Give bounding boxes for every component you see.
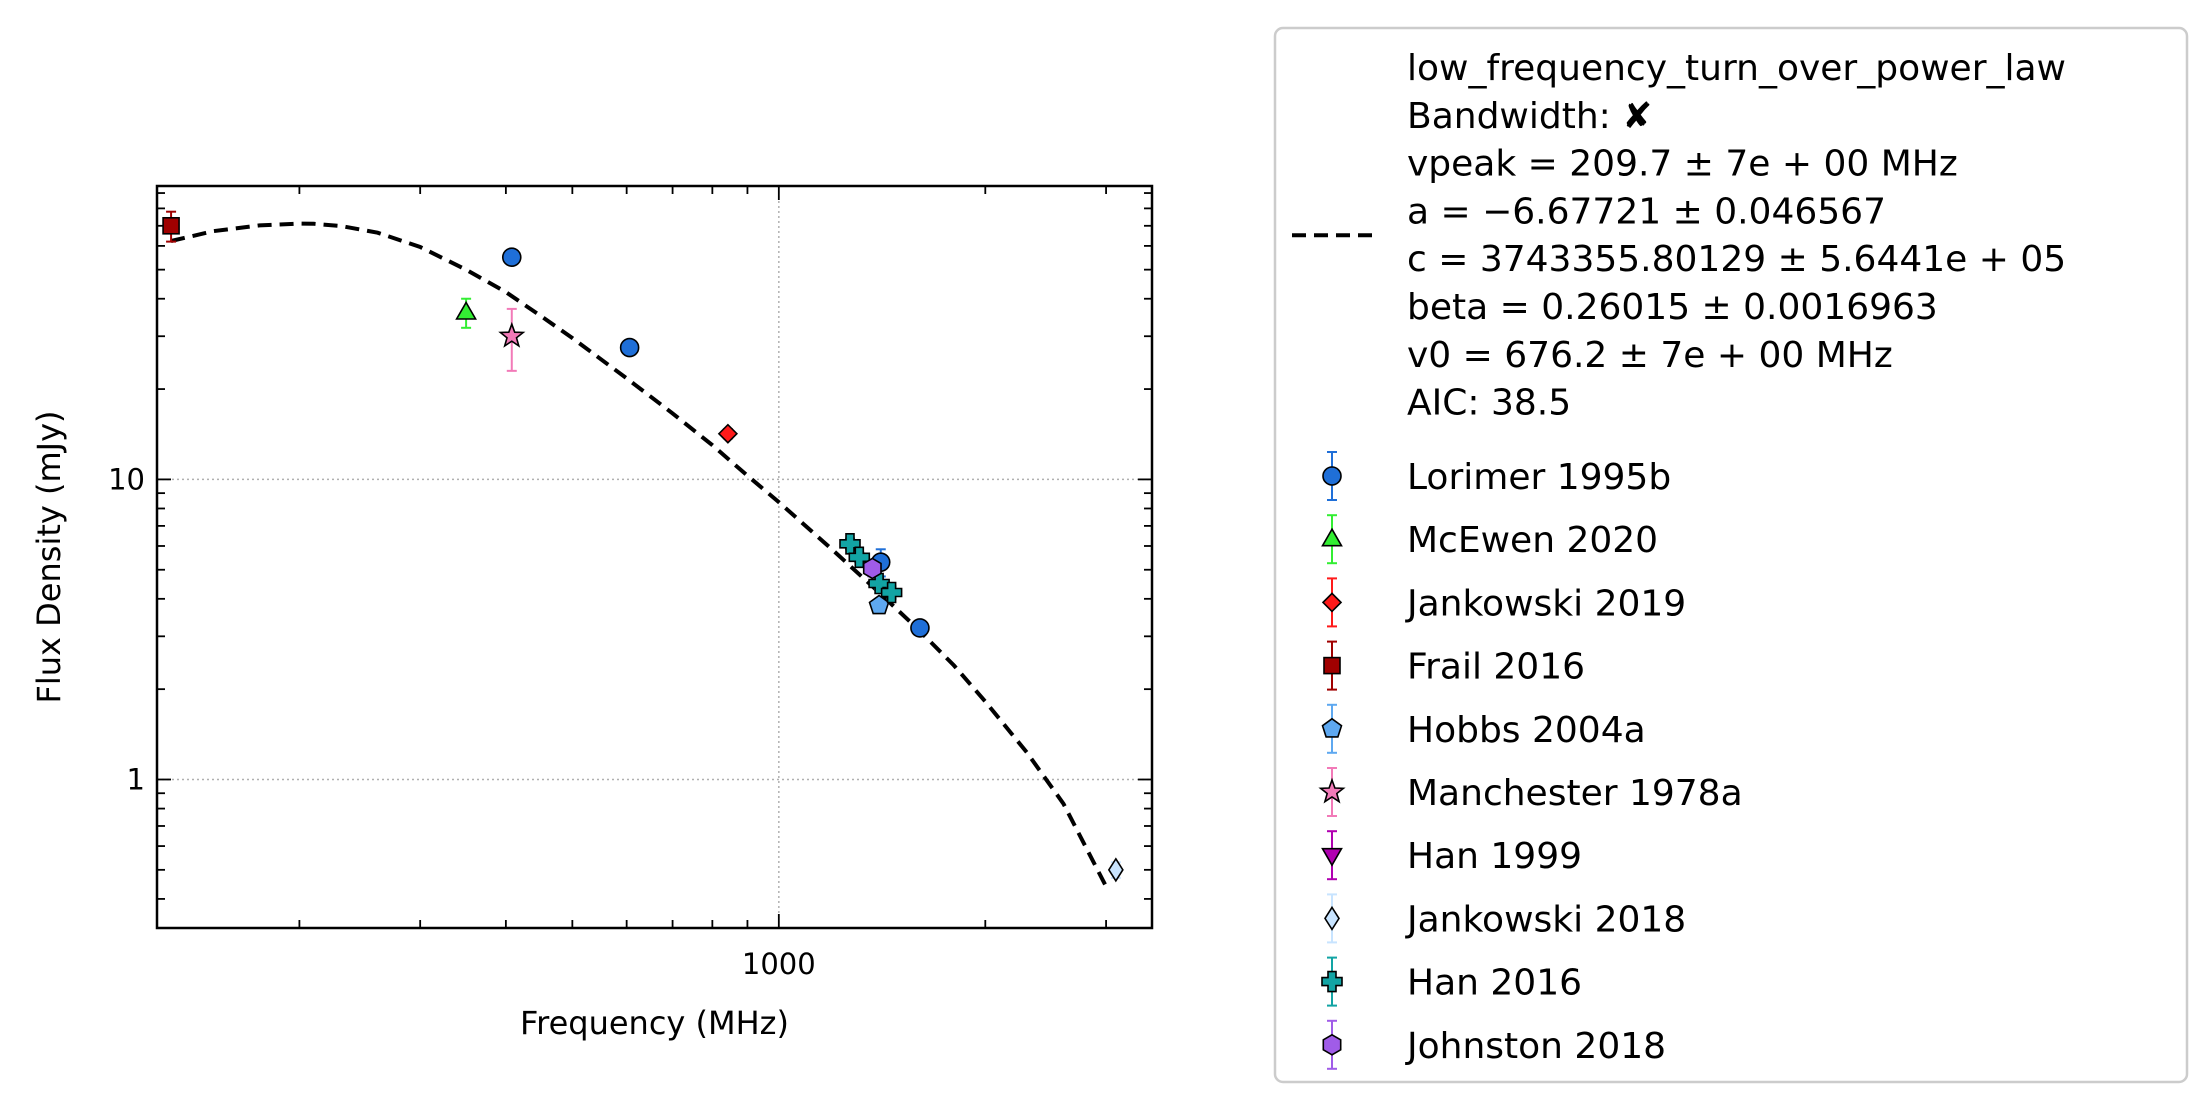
legend-entry-jankowski-2019: Jankowski 2019 xyxy=(1321,577,1686,628)
series-han-2016 xyxy=(839,532,903,604)
plot-frame xyxy=(155,184,1154,930)
legend-label: Jankowski 2018 xyxy=(1405,899,1686,940)
legend-marker xyxy=(1318,777,1346,804)
data-point xyxy=(498,321,526,348)
legend-entry-han-1999: Han 1999 xyxy=(1321,830,1582,881)
legend-entry-jankowski-2018: Jankowski 2018 xyxy=(1324,893,1686,944)
legend-label: Jankowski 2019 xyxy=(1405,583,1686,624)
tick-labels: 1000 1 10 xyxy=(108,462,816,981)
legend-entry-hobbs-2004a: Hobbs 2004a xyxy=(1321,703,1646,754)
legend-box xyxy=(1273,26,2189,1084)
fit-curve-layer xyxy=(170,221,1108,888)
x-axis-label: Frequency (MHz) xyxy=(520,1004,789,1042)
series-jankowski-2018 xyxy=(1107,857,1124,883)
legend-marker xyxy=(1322,466,1342,486)
data-point xyxy=(455,300,477,320)
legend-label: Manchester 1978a xyxy=(1407,773,1743,814)
legend-fit-line: vpeak = 209.7 ± 7e + 00 MHz xyxy=(1407,144,1958,185)
legend-label: Hobbs 2004a xyxy=(1407,710,1646,751)
plot-area: 1000 1 10 Frequency (MHz) Flux Density (mJ… xyxy=(30,184,1154,1042)
series-manchester-1978a xyxy=(498,307,526,372)
legend-marker xyxy=(1323,656,1341,675)
legend-label: McEwen 2020 xyxy=(1407,520,1658,561)
y-axis-label: Flux Density (mJy) xyxy=(30,410,68,703)
legend-marker xyxy=(1321,970,1343,993)
x-tick-label: 1000 xyxy=(742,947,816,981)
legend-entry-lorimer-1995b: Lorimer 1995b xyxy=(1322,451,1671,501)
legend-label: Han 1999 xyxy=(1407,836,1582,877)
legend-label: Johnston 2018 xyxy=(1405,1026,1666,1067)
legend-fit-line: Bandwidth: ✘ xyxy=(1407,96,1652,137)
legend-entry-mcewen-2020: McEwen 2020 xyxy=(1321,514,1658,565)
data-points-layer xyxy=(162,210,1124,883)
data-point xyxy=(1107,857,1124,883)
legend-label: Lorimer 1995b xyxy=(1407,457,1671,498)
y-tick-label: 10 xyxy=(108,462,145,496)
minor-ticks xyxy=(157,186,1152,928)
legend-fit-line: low_frequency_turn_over_power_law xyxy=(1407,48,2066,89)
legend-label: Frail 2016 xyxy=(1407,647,1585,688)
series-mcewen-2020 xyxy=(455,297,477,329)
y-tick-label: 1 xyxy=(127,762,145,796)
legend-fit-line: AIC: 38.5 xyxy=(1407,383,1571,424)
legend-marker xyxy=(1321,847,1343,867)
fit-curve xyxy=(170,221,1108,888)
legend-marker xyxy=(1321,592,1343,613)
series-jankowski-2019 xyxy=(717,423,739,444)
legend-fit-line: c = 3743355.80129 ± 5.6441e + 05 xyxy=(1407,239,2066,280)
data-point xyxy=(862,557,882,580)
legend-marker xyxy=(1322,1033,1342,1056)
legend: low_frequency_turn_over_power_law Bandwid… xyxy=(1273,26,2189,1084)
legend-marker xyxy=(1321,717,1343,738)
data-point xyxy=(880,581,903,604)
legend-label: Han 2016 xyxy=(1407,963,1582,1004)
data-point xyxy=(162,216,180,235)
legend-entry-han-2016: Han 2016 xyxy=(1321,956,1582,1007)
legend-entry-manchester-1978a: Manchester 1978a xyxy=(1318,767,1743,817)
legend-entry-johnston-2018: Johnston 2018 xyxy=(1322,1019,1666,1070)
legend-fit-line: a = −6.67721 ± 0.046567 xyxy=(1407,191,1886,232)
data-point xyxy=(717,423,739,444)
series-frail-2016 xyxy=(162,210,180,243)
series-johnston-2018 xyxy=(862,557,882,580)
series-lorimer-1995b xyxy=(501,247,930,638)
data-point xyxy=(619,337,640,358)
legend-fit-line: beta = 0.26015 ± 0.0016963 xyxy=(1407,287,1938,328)
data-point xyxy=(501,247,522,268)
legend-entry-fit: low_frequency_turn_over_power_law Bandwid… xyxy=(1292,48,2066,424)
gridlines xyxy=(157,186,1152,928)
legend-fit-line: v0 = 676.2 ± 7e + 00 MHz xyxy=(1407,335,1893,376)
legend-marker xyxy=(1321,527,1343,547)
legend-marker xyxy=(1324,905,1340,931)
data-point xyxy=(910,618,930,638)
series-hobbs-2004a xyxy=(868,594,890,615)
legend-entry-frail-2016: Frail 2016 xyxy=(1323,640,1585,691)
